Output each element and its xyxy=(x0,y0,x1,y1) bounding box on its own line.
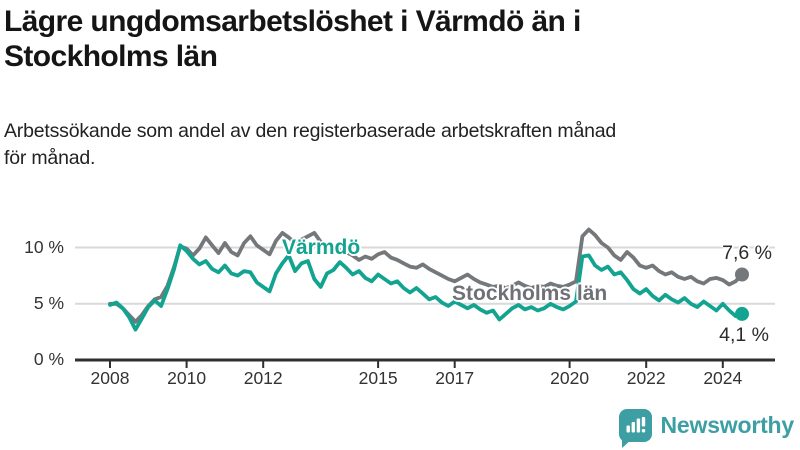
x-tick-label-2015: 2015 xyxy=(358,368,398,388)
series-label-varmdo: Värmdö xyxy=(282,236,361,259)
end-dot-v-rmd- xyxy=(735,306,749,321)
chart-subtitle: Arbetssökande som andel av den registerb… xyxy=(4,118,796,173)
x-tick-label-2022: 2022 xyxy=(626,368,666,388)
page-title: Lägre ungdomsarbetslöshet i Värmdö än i … xyxy=(4,4,796,74)
end-value-stockholm: 7,6 % xyxy=(722,242,772,264)
y-tick-label-5: 5 % xyxy=(33,292,64,313)
y-tick-label-0: 0 % xyxy=(33,349,64,369)
newsworthy-wordmark: Newsworthy xyxy=(660,412,795,438)
end-dot-stockholms-l-n xyxy=(735,267,749,282)
y-tick-label-10: 10 % xyxy=(24,236,64,257)
series-line-stockholms-l-n xyxy=(108,227,744,324)
x-tick-label-2020: 2020 xyxy=(550,368,590,388)
subtitle-line-2: för månad. xyxy=(4,147,96,170)
series-label-stockholm: Stockholms län xyxy=(452,282,608,305)
x-tick-label-2010: 2010 xyxy=(167,368,207,388)
x-tick-label-2008: 2008 xyxy=(90,368,130,388)
newsworthy-logo[interactable]: Newsworthy xyxy=(618,409,795,448)
speech-bubble-tail xyxy=(621,439,632,448)
subtitle-line-1: Arbetssökande som andel av den registerb… xyxy=(4,120,617,142)
end-value-varmdo: 4,1 % xyxy=(719,324,769,346)
title-line-2: Stockholms län xyxy=(4,40,218,74)
bar-chart-exclamation-icon xyxy=(626,417,645,433)
x-tick-label-2024: 2024 xyxy=(703,368,743,388)
series-line-v-rmd- xyxy=(108,243,744,332)
x-tick-label-2017: 2017 xyxy=(435,368,475,388)
newsworthy-logo-icon xyxy=(618,409,652,448)
title-line-1: Lägre ungdomsarbetslöshet i Värmdö än i xyxy=(4,5,581,38)
x-tick-label-2012: 2012 xyxy=(243,368,283,388)
